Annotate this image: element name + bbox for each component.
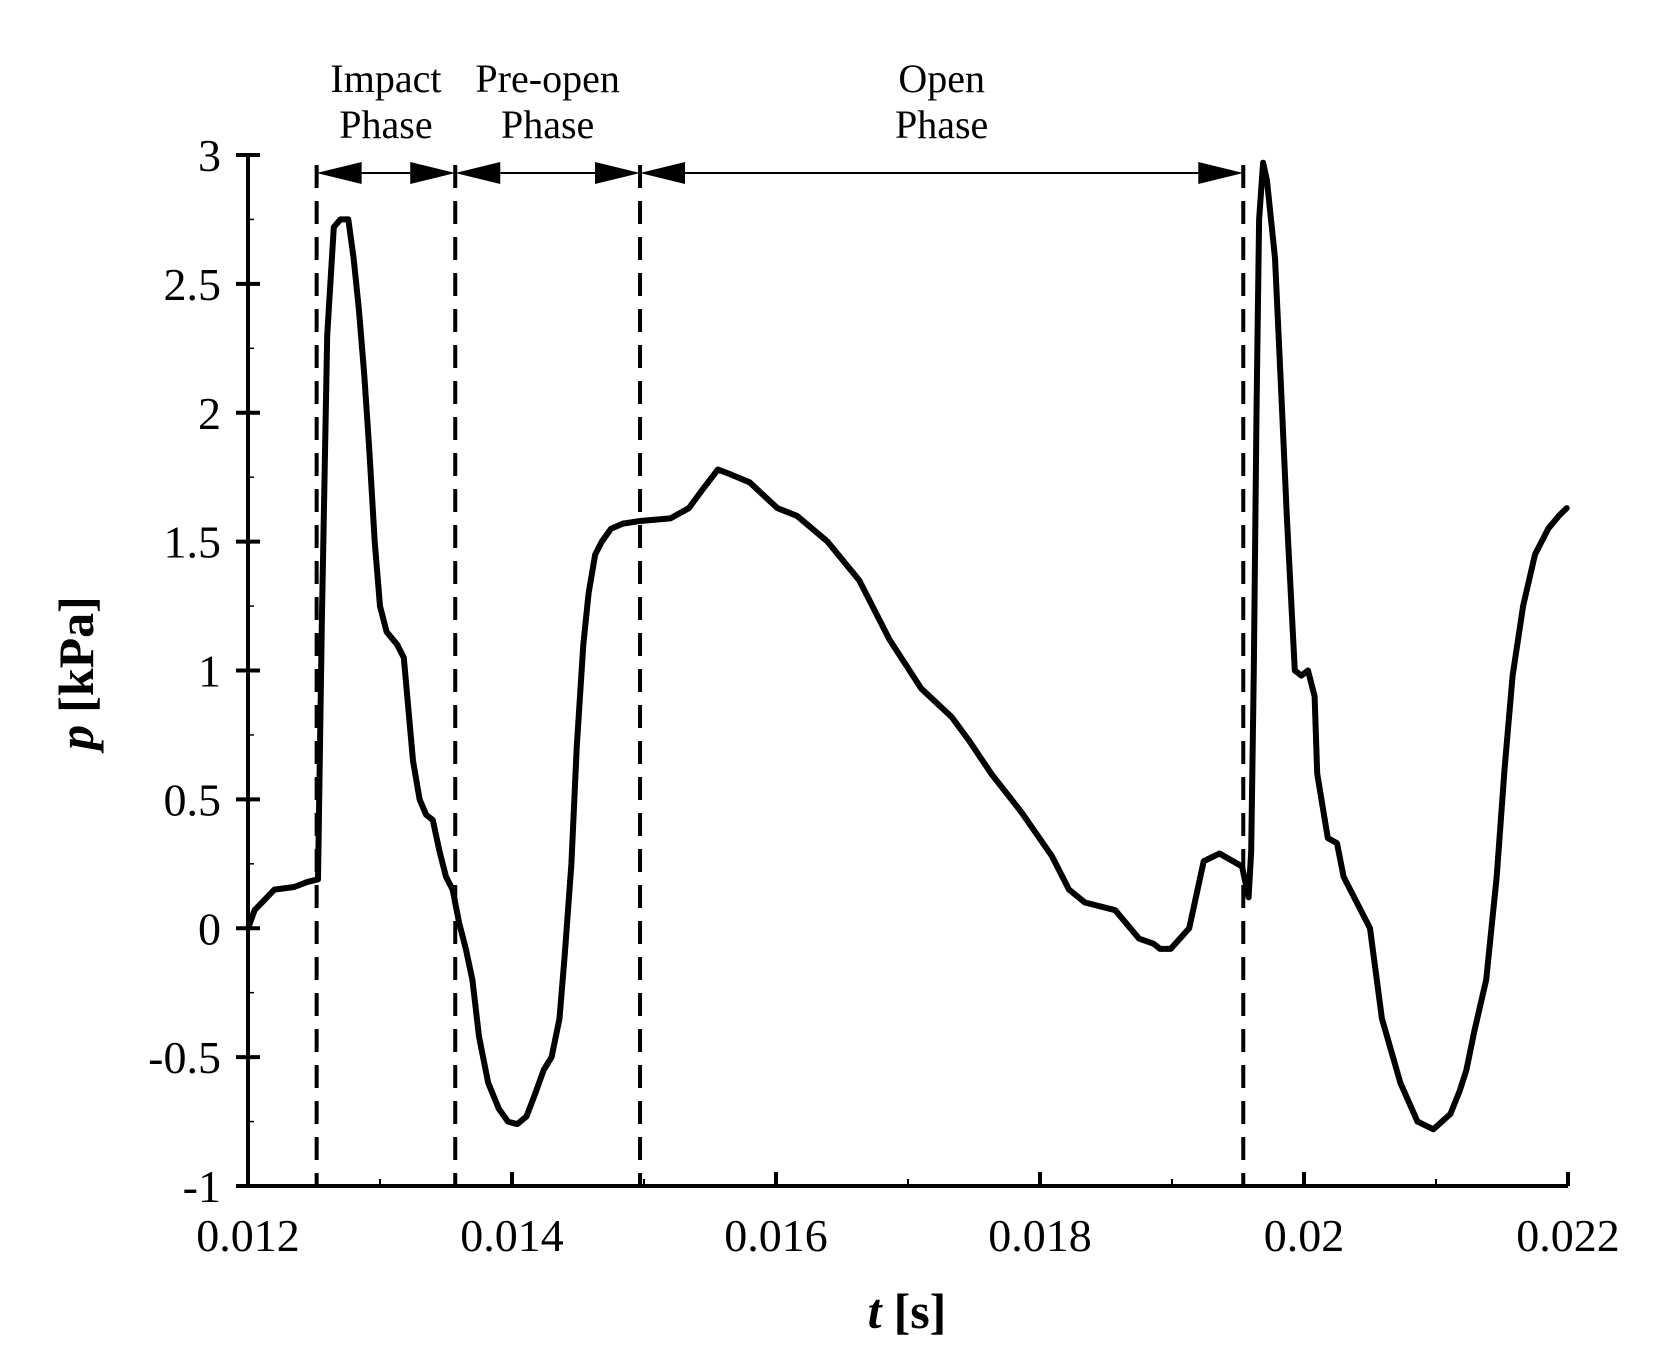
x-ticks: 0.012 0.014 0.016 0.018 0.02 0.022 xyxy=(196,1172,1620,1261)
phase-label-line1: Open xyxy=(898,56,985,101)
y-tick-label: -0.5 xyxy=(148,1032,221,1083)
y-tick-label: 0 xyxy=(198,903,221,954)
phase-arrows xyxy=(316,162,1244,184)
y-tick-label: 2.5 xyxy=(164,259,222,310)
y-axis-title: p [kPa] xyxy=(48,596,104,754)
phase-arrowhead-right xyxy=(1198,162,1244,184)
y-tick-label: 1.5 xyxy=(164,517,222,568)
y-tick-label: 2 xyxy=(198,388,221,439)
y-tick-label: 1 xyxy=(198,646,221,697)
phase-arrowhead-left xyxy=(455,162,501,184)
phase-label-line1: Impact xyxy=(330,56,441,101)
x-tick-label: 0.022 xyxy=(1516,1210,1620,1261)
phase-label-line2: Phase xyxy=(501,102,594,147)
x-tick-label: 0.02 xyxy=(1264,1210,1345,1261)
x-tick-label: 0.018 xyxy=(988,1210,1092,1261)
x-axis-symbol: t xyxy=(868,1283,884,1339)
y-axis-symbol: p xyxy=(48,725,104,754)
phase-label-line2: Phase xyxy=(339,102,432,147)
y-ticks: -1 -0.5 0 0.5 1 1.5 2 2.5 3 xyxy=(148,130,260,1212)
phase-label-line1: Pre-open xyxy=(475,56,619,101)
x-axis-unit: [s] xyxy=(894,1283,947,1339)
phase-arrowhead-right xyxy=(410,162,456,184)
phase-boundary-lines xyxy=(314,165,1246,1186)
series-group xyxy=(245,159,1570,1133)
y-tick-label: -1 xyxy=(183,1161,221,1212)
phase-arrowhead-left xyxy=(316,162,362,184)
x-axis-title: t [s] xyxy=(868,1283,947,1339)
y-tick-label: 0.5 xyxy=(164,774,222,825)
x-tick-label: 0.012 xyxy=(196,1210,300,1261)
phase-label-line2: Phase xyxy=(895,102,988,147)
phase-arrowhead-right xyxy=(595,162,641,184)
y-tick-label: 3 xyxy=(198,130,221,181)
y-axis-unit: [kPa] xyxy=(48,596,104,713)
pressure-series-line xyxy=(245,159,1570,1133)
x-tick-label: 0.014 xyxy=(460,1210,564,1261)
x-tick-label: 0.016 xyxy=(724,1210,828,1261)
phase-arrowhead-left xyxy=(640,162,686,184)
